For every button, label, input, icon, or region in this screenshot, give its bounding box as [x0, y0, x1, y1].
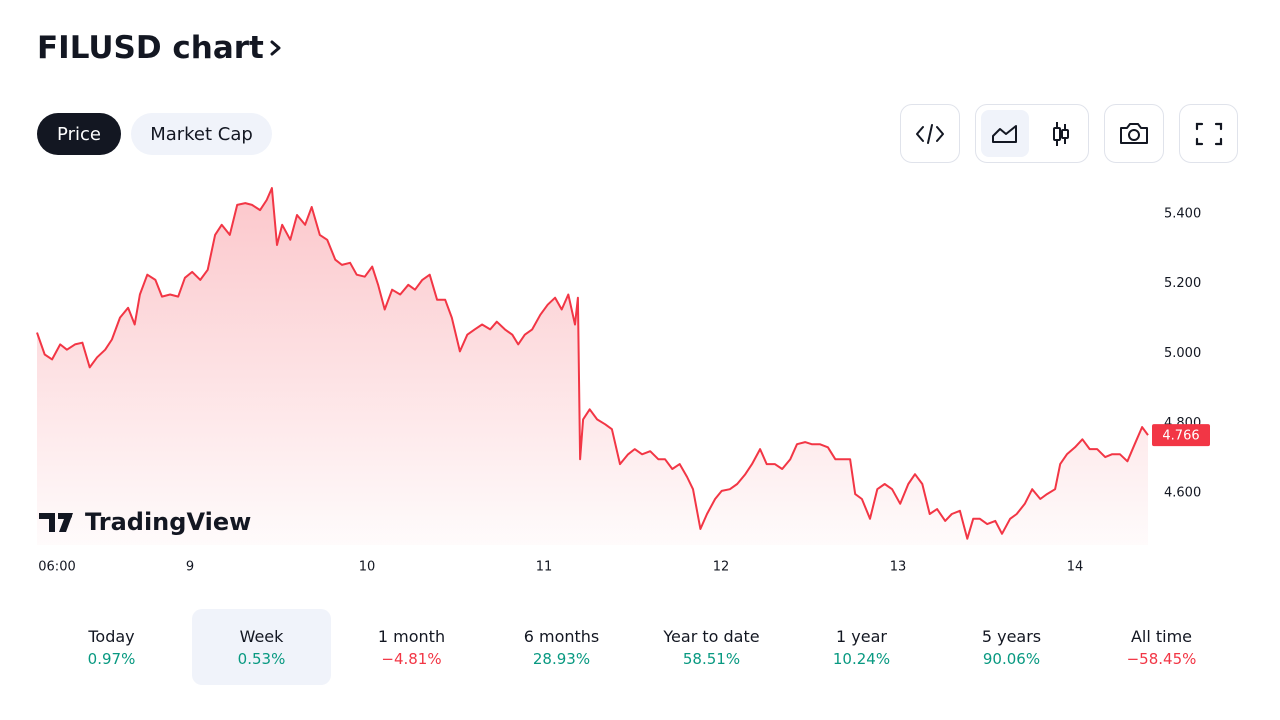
period-label: 1 year [836, 626, 887, 646]
area-icon [992, 124, 1017, 143]
camera-icon [1120, 123, 1148, 144]
watermark: TradingView [39, 508, 251, 536]
snapshot-button[interactable] [1104, 104, 1164, 163]
chart-style-group [975, 104, 1089, 163]
x-tick-label: 10 [359, 560, 376, 575]
candle-style-button[interactable] [1037, 110, 1085, 157]
period-item[interactable]: 6 months 28.93% [492, 609, 631, 685]
x-tick-label: 13 [890, 560, 907, 575]
period-change: −4.81% [381, 649, 442, 668]
y-tick-label: 4.600 [1164, 486, 1201, 501]
period-item[interactable]: Today 0.97% [42, 609, 181, 685]
page-title[interactable]: FILUSD chart [37, 30, 284, 66]
x-tick-label: 11 [536, 560, 553, 575]
period-item[interactable]: 1 year 10.24% [792, 609, 931, 685]
y-tick-label: 5.400 [1164, 206, 1201, 221]
period-change: 10.24% [832, 649, 891, 668]
period-item[interactable]: 1 month −4.81% [342, 609, 481, 685]
period-item[interactable]: All time −58.45% [1092, 609, 1231, 685]
tab[interactable]: Price [37, 113, 121, 155]
period-change: −58.45% [1126, 649, 1197, 668]
y-tick-label: 5.200 [1164, 276, 1201, 291]
period-change: 0.97% [87, 649, 136, 668]
period-label: 6 months [523, 626, 600, 646]
fullscreen-button[interactable] [1179, 104, 1238, 163]
period-change: 58.51% [682, 649, 741, 668]
period-item[interactable]: Week 0.53% [192, 609, 331, 685]
code-icon [916, 124, 944, 144]
period-change: 28.93% [532, 649, 591, 668]
period-label: 5 years [981, 626, 1042, 646]
period-label: All time [1130, 626, 1193, 646]
last-price-box [1152, 424, 1210, 447]
chevron-icon [270, 40, 281, 56]
watermark-logo [39, 513, 73, 532]
area-fill [37, 188, 1148, 545]
price-line [36, 187, 1149, 540]
period-label: 1 month [377, 626, 446, 646]
y-tick-label: 5.000 [1164, 346, 1201, 361]
x-tick-label: 14 [1067, 560, 1084, 575]
period-item[interactable]: Year to date 58.51% [642, 609, 781, 685]
watermark-text: TradingView [85, 508, 251, 536]
tab[interactable]: Market Cap [131, 113, 272, 155]
embed-button[interactable] [900, 104, 960, 163]
period-label: Week [239, 626, 284, 646]
period-label: Year to date [663, 626, 760, 646]
x-tick-label: 06:00 [38, 560, 75, 575]
fullscreen-icon [1195, 122, 1223, 146]
title-text[interactable]: FILUSD chart [37, 30, 264, 66]
period-change: 0.53% [237, 649, 286, 668]
last-price-label: 4.766 [1162, 429, 1199, 444]
line-style-button[interactable] [981, 110, 1029, 157]
x-tick-label: 12 [713, 560, 730, 575]
candle-icon [1053, 121, 1069, 146]
x-tick-label: 9 [186, 560, 194, 575]
period-change: 90.06% [982, 649, 1041, 668]
period-label: Today [88, 626, 135, 646]
period-item[interactable]: 5 years 90.06% [942, 609, 1081, 685]
watermark-logo-dot [66, 513, 72, 519]
